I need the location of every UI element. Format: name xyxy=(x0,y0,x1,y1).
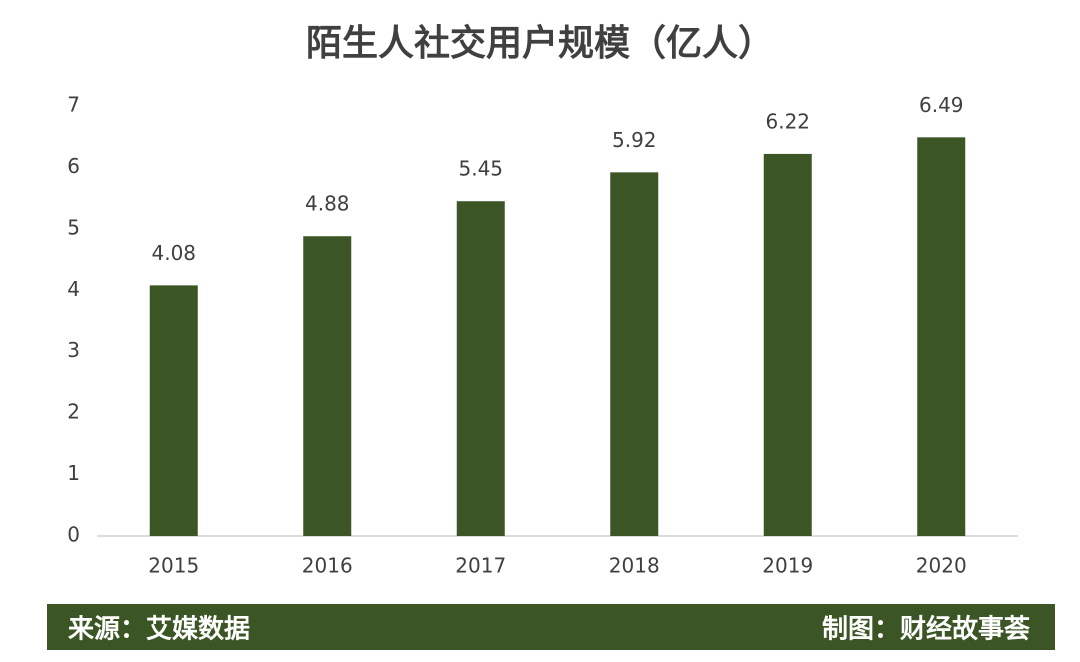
bar xyxy=(917,137,966,537)
value-label: 5.45 xyxy=(458,157,503,181)
y-tick-label: 6 xyxy=(67,154,80,178)
footer-band xyxy=(47,604,1055,650)
y-tick-label: 4 xyxy=(67,277,80,301)
value-label: 4.08 xyxy=(151,241,196,265)
y-tick-label: 2 xyxy=(67,400,80,424)
chart-title: 陌生人社交用户规模（亿人） xyxy=(306,22,774,64)
y-tick-label: 1 xyxy=(67,461,80,485)
value-label: 6.22 xyxy=(765,109,810,133)
bar xyxy=(149,285,198,536)
x-tick-label: 2015 xyxy=(148,554,199,578)
credit: 制图：财经故事荟 xyxy=(822,614,1030,645)
value-label: 6.49 xyxy=(919,93,964,117)
x-tick-label: 2017 xyxy=(455,554,506,578)
y-tick-label: 0 xyxy=(67,523,80,547)
y-tick-label: 3 xyxy=(67,338,80,362)
x-tick-label: 2016 xyxy=(302,554,353,578)
x-tick-label: 2020 xyxy=(916,554,967,578)
bar xyxy=(610,172,659,537)
value-label: 4.88 xyxy=(305,192,350,216)
x-tick-label: 2019 xyxy=(762,554,813,578)
bar xyxy=(456,201,505,536)
y-tick-label: 7 xyxy=(67,93,80,117)
x-tick-label: 2018 xyxy=(609,554,660,578)
source: 来源：艾媒数据 xyxy=(68,615,250,645)
bar xyxy=(303,236,352,536)
y-tick-label: 5 xyxy=(67,215,80,239)
value-label: 5.92 xyxy=(612,128,657,152)
bar xyxy=(763,153,812,536)
